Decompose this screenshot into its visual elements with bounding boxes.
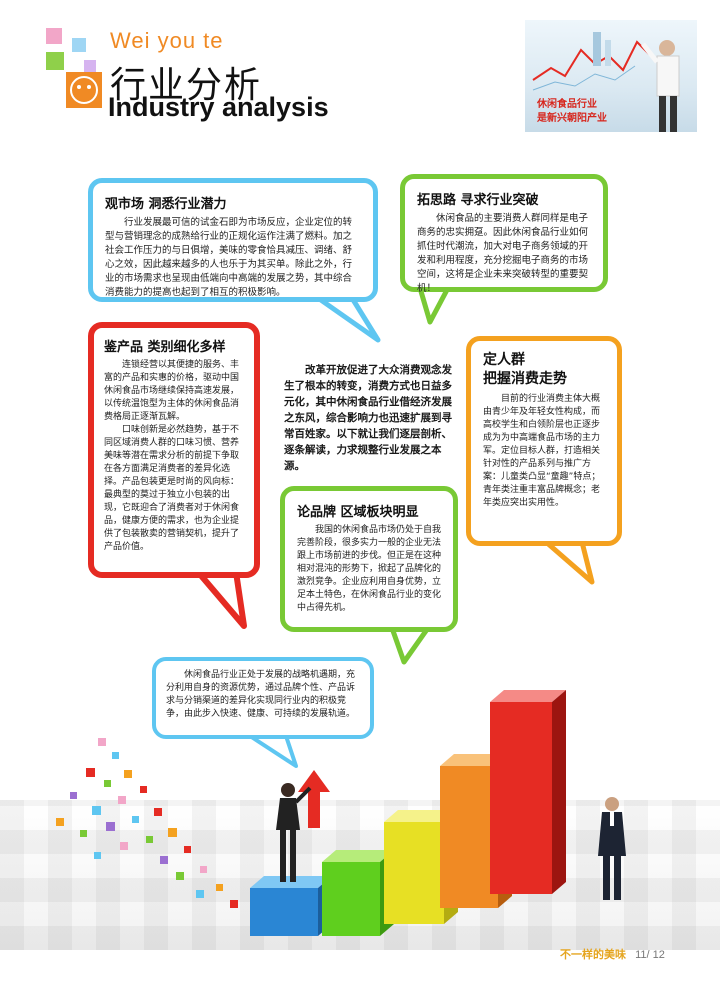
bubble-products: 鉴产品 类别细化多样 连锁经营以其便捷的服务、丰富的产品和实惠的价格，驱动中国休… [88, 322, 260, 578]
page-title: 行业分析 [110, 65, 263, 106]
section-paragraph: 连锁经营以其便捷的服务、丰富的产品和实惠的价格，驱动中国休闲食品市场继续保持高速… [104, 360, 240, 422]
checkered-floor [0, 800, 720, 950]
deco-square-lilac [84, 60, 96, 72]
deco-square-pink [46, 28, 62, 44]
section-heading-line: 定人群 [483, 352, 525, 368]
section-body: 行业发展最可信的试金石即为市场反应，企业定位的转型与营销理念的成熟给行业的正规化… [105, 217, 353, 298]
tail-brand [389, 625, 431, 665]
photo-caption-line: 是新兴朝阳产业 [537, 113, 607, 124]
section-body: 休闲食品行业正处于发展的战略机遇期，充分利用自身的资源优势，通过品牌个性、产品诉… [166, 670, 356, 719]
section-heading: 拓思路 寻求行业突破 [417, 193, 539, 208]
page-title-en: Industry analysis [108, 92, 329, 122]
deco-square-green [46, 52, 64, 70]
tail-products [195, 569, 247, 629]
section-body: 我国的休闲食品市场仍处于自我完善阶段，很多实力一般的企业无法跟上市场前进的步伐。… [297, 525, 442, 613]
header-photo: 休闲食品行业 是新兴朝阳产业 [525, 20, 697, 132]
section-body: 连锁经营以其便捷的服务、丰富的产品和实惠的价格，驱动中国休闲食品市场继续保持高速… [104, 359, 244, 554]
bubble-market: 观市场 洞悉行业潜力 行业发展最可信的试金石即为市场反应，企业定位的转型与营销理… [88, 178, 378, 302]
intro-text: 改革开放促进了大众消费观念发生了根本的转变，消费方式也日益多元化，其中休闲食品行… [284, 364, 452, 472]
deco-square-blue [72, 38, 86, 52]
brand-logo-icon [66, 72, 102, 108]
bubble-brand: 论品牌 区域板块明显 我国的休闲食品市场仍处于自我完善阶段，很多实力一般的企业无… [280, 486, 458, 632]
page-number: 11/ 12 [635, 949, 665, 961]
bubble-people: 定人群 把握消费走势 目前的行业消费主体大概由青少年及年轻女性构成，而高校学生和… [466, 336, 622, 546]
section-heading: 论品牌 区域板块明显 [297, 505, 419, 520]
bubble-expand: 拓思路 寻求行业突破 休闲食品的主要消费人群同样是电子商务的忠实拥趸。因此休闲食… [400, 174, 608, 294]
section-body: 休闲食品的主要消费人群同样是电子商务的忠实拥趸。因此休闲食品行业如何抓住时代潮流… [417, 213, 589, 294]
bubble-summary: 休闲食品行业正处于发展的战略机遇期，充分利用自身的资源优势，通过品牌个性、产品诉… [152, 657, 374, 739]
footer-slogan: 不一样的美味 [560, 949, 626, 961]
tail-summary [248, 734, 298, 768]
section-paragraph: 口味创新是必然趋势，基于不同区域消费人群的口味习惯、营养美味等潜在需求分析的前提… [104, 425, 240, 552]
section-heading-line: 把握消费走势 [483, 371, 567, 387]
growth-line-icon [532, 32, 680, 132]
photo-caption: 休闲食品行业 是新兴朝阳产业 [537, 98, 607, 126]
brand-name: Wei you te [110, 28, 224, 53]
photo-caption-line: 休闲食品行业 [537, 99, 597, 110]
section-heading: 定人群 把握消费走势 [483, 351, 605, 389]
tail-people [543, 539, 595, 585]
tail-market [315, 295, 381, 343]
section-heading: 鉴产品 类别细化多样 [104, 340, 226, 355]
section-body: 目前的行业消费主体大概由青少年及年轻女性构成，而高校学生和白领阶层也正逐步成为为… [483, 394, 601, 508]
section-heading: 观市场 洞悉行业潜力 [105, 197, 227, 212]
page-footer: 不一样的美味 11/ 12 [560, 946, 665, 962]
